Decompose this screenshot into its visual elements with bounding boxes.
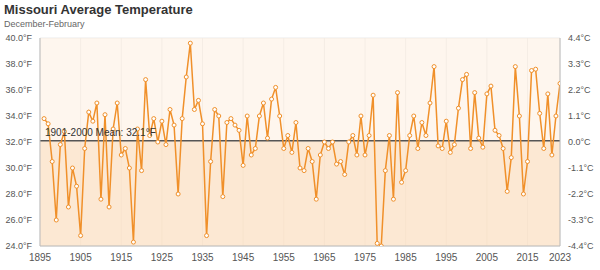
svg-text:1955: 1955 [273, 252, 296, 263]
svg-text:36.0°F: 36.0°F [8, 85, 32, 95]
svg-text:-1.1°C: -1.1°C [568, 163, 592, 173]
svg-text:1905: 1905 [70, 252, 93, 263]
svg-text:1995: 1995 [435, 252, 458, 263]
svg-text:1985: 1985 [395, 252, 418, 263]
svg-text:28.0°F: 28.0°F [8, 189, 32, 199]
svg-text:1895: 1895 [29, 252, 52, 263]
svg-text:2015: 2015 [516, 252, 539, 263]
svg-text:32.0°F: 32.0°F [8, 137, 32, 147]
svg-text:26.0°F: 26.0°F [8, 215, 32, 225]
svg-text:-3.3°C: -3.3°C [568, 215, 592, 225]
svg-text:1.1°C: 1.1°C [568, 111, 591, 121]
svg-text:38.0°F: 38.0°F [8, 59, 32, 69]
svg-text:1975: 1975 [354, 252, 377, 263]
svg-text:2.2°C: 2.2°C [568, 85, 591, 95]
svg-text:1935: 1935 [191, 252, 214, 263]
svg-text:1915: 1915 [110, 252, 133, 263]
svg-text:1925: 1925 [151, 252, 174, 263]
svg-text:1901-2000 Mean: 32.1°F: 1901-2000 Mean: 32.1°F [45, 127, 156, 138]
svg-text:40.0°F: 40.0°F [8, 34, 32, 43]
svg-text:3.3°C: 3.3°C [568, 59, 591, 69]
svg-text:24.0°F: 24.0°F [8, 241, 32, 251]
svg-text:4.4°C: 4.4°C [568, 34, 591, 43]
svg-text:34.0°F: 34.0°F [8, 111, 32, 121]
svg-text:30.0°F: 30.0°F [8, 163, 32, 173]
svg-text:1945: 1945 [232, 252, 255, 263]
svg-text:2005: 2005 [476, 252, 499, 263]
svg-text:-4.4°C: -4.4°C [568, 241, 592, 251]
svg-text:2023: 2023 [549, 252, 572, 263]
html-text:December-February: December-February [4, 19, 85, 29]
svg-text:1965: 1965 [313, 252, 336, 263]
svg-text:0.0°C: 0.0°C [568, 137, 591, 147]
svg-text:-2.2°C: -2.2°C [568, 189, 592, 199]
html-text:Missouri Average Temperature: Missouri Average Temperature [4, 2, 193, 17]
